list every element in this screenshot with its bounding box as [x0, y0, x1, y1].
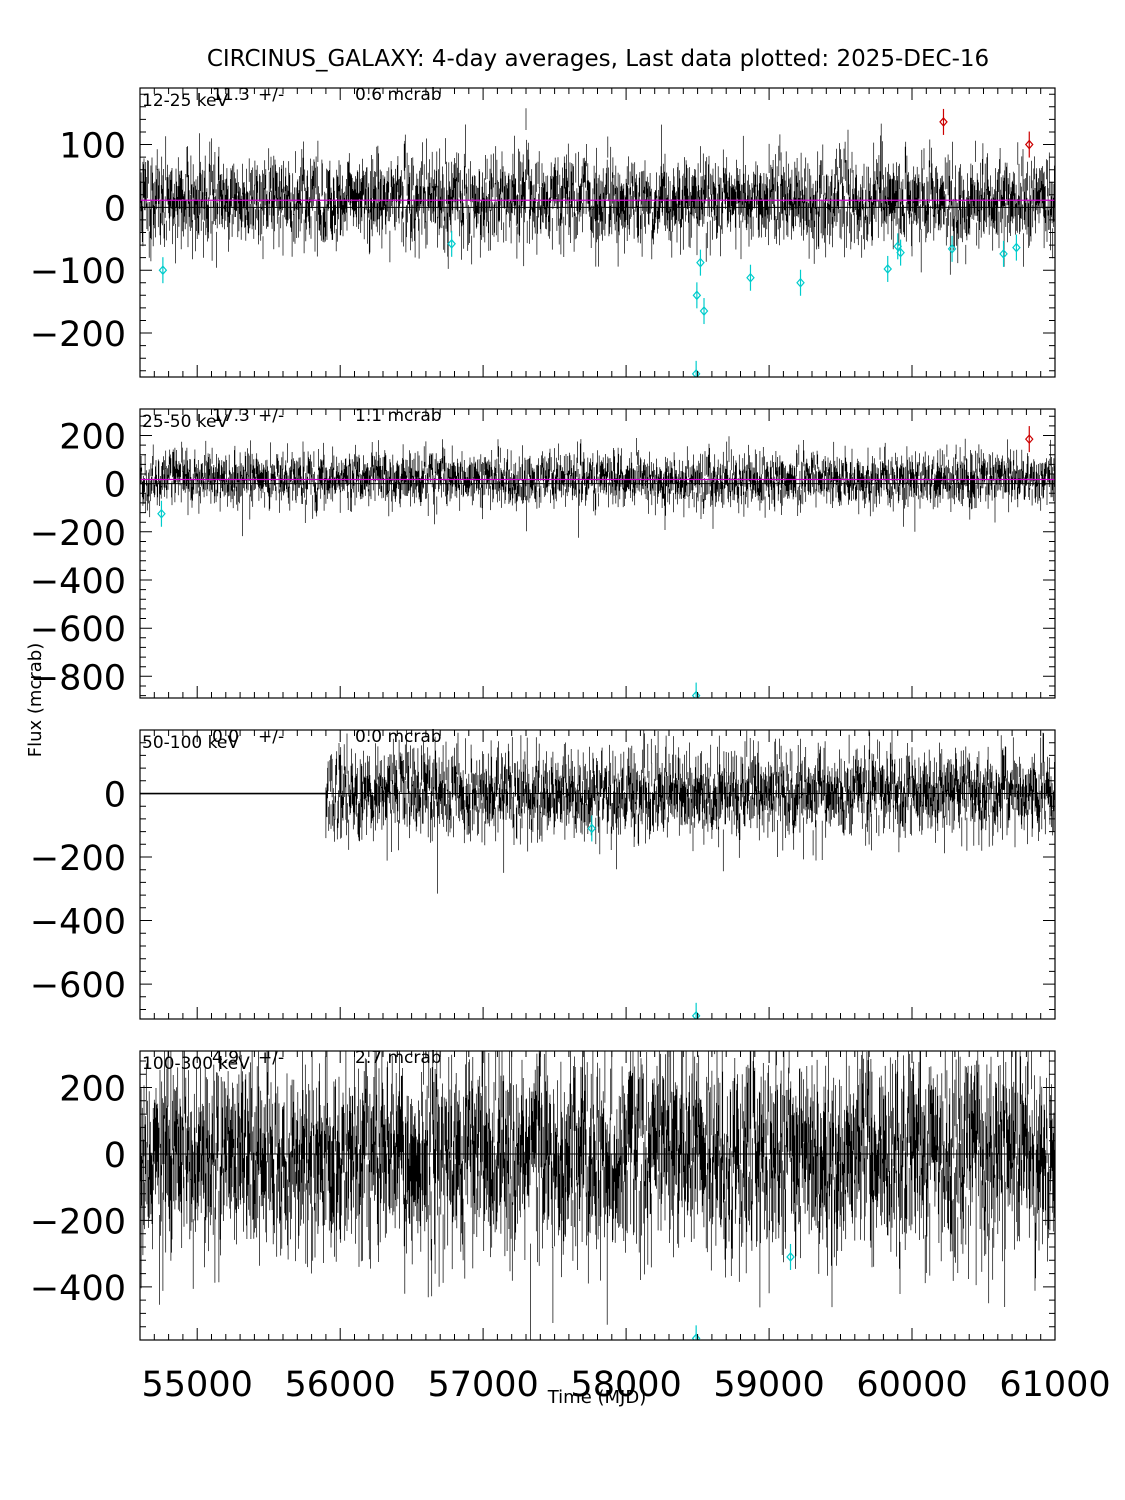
panel-2-y-tick-label: −600	[30, 966, 126, 1006]
panel-0-low-point-9	[896, 239, 905, 266]
panel-2-plot-area	[140, 730, 1055, 1019]
panel-0-low-point-10	[947, 235, 957, 262]
panel-0-band-label: 12-25 keV	[142, 91, 228, 111]
x-tick-labels: 55000 56000 57000 58000 59000 60000 61000	[142, 1365, 1111, 1405]
panel-0-low-point-11	[999, 240, 1008, 267]
panel-3-band-label: 100-300 keV	[142, 1054, 250, 1074]
panel-1-plot-area	[140, 426, 1055, 698]
panel-2-stat-separator: +/-	[258, 727, 284, 747]
panel-1-y-ticks	[140, 415, 1055, 697]
panel-1-data-series	[140, 436, 1055, 538]
panel-2-y-ticks	[140, 729, 1055, 1010]
panel-1-y-tick-label: −800	[30, 658, 126, 698]
panel-0-y-tick-label: −100	[30, 252, 126, 292]
panel-0-low-point-12	[1012, 234, 1021, 261]
panel-2-y-tick-label: −400	[30, 903, 126, 943]
x-axis-label: Time (MJD)	[547, 1387, 647, 1408]
panel-0-low-point-7	[883, 255, 893, 282]
x-tick-label: 59000	[713, 1365, 824, 1405]
panel-1-y-tick-label: −200	[30, 514, 126, 554]
panel-3-stat-separator: +/-	[258, 1048, 284, 1068]
panel-0-low-point-5	[746, 264, 755, 291]
panel-0-stat-separator: +/-	[258, 85, 284, 105]
panel-3-x-ticks	[139, 1051, 1056, 1340]
panel-1-y-tick-label: 0	[104, 466, 126, 506]
x-tick-label: 55000	[142, 1365, 253, 1405]
panel-2-band-label: 50-100 keV	[142, 733, 239, 753]
panel-0-y-ticks	[140, 93, 1055, 372]
panel-0-y-tick-label: 100	[59, 127, 126, 167]
panel-1-stat-value: 17.3	[212, 406, 250, 426]
panel-0-plot-area	[140, 108, 1055, 377]
panel-3-low-point-1	[691, 1325, 701, 1340]
panel-3-y-ticks	[140, 1060, 1055, 1341]
panel-0-data-series	[140, 108, 1055, 275]
panel-2-y-tick-label: 0	[104, 776, 126, 816]
panel-0-low-point-13	[691, 360, 701, 377]
panel-0-high-point-1	[1024, 131, 1034, 158]
panel-3-y-tick-label: 0	[104, 1136, 126, 1176]
panel-2-stat-value: 0.0	[212, 727, 239, 747]
x-tick-label: 60000	[856, 1365, 967, 1405]
panel-3-stat-error: 2.7 mcrab	[355, 1048, 442, 1068]
panel-1-high-point-0	[1024, 426, 1034, 453]
panel-0-low-point-4	[699, 298, 709, 325]
panel-3-y-tick-label: −400	[30, 1269, 126, 1309]
panel-1-y-tick-label: −400	[30, 562, 126, 602]
panel-3-low-point-0	[786, 1243, 795, 1270]
chart-title: CIRCINUS_GALAXY: 4-day averages, Last da…	[207, 46, 989, 72]
panel-0-y-tick-label: −200	[30, 315, 126, 355]
panel-3-data-series	[140, 1051, 1055, 1340]
panel-3-plot-area	[140, 1051, 1055, 1340]
x-tick-label: 56000	[284, 1365, 395, 1405]
panel-1-stat-error: 1.1 mcrab	[355, 406, 442, 426]
panel-1-y-tick-label: −600	[30, 610, 126, 650]
panel-2-stat-error: 0.0 mcrab	[355, 727, 442, 747]
panel-3-y-tick-label: −200	[30, 1202, 126, 1242]
panel-1-x-ticks	[139, 409, 1056, 698]
panel-2-y-tick-label: −200	[30, 839, 126, 879]
x-tick-label: 61000	[999, 1365, 1110, 1405]
y-axis-label: Flux (mcrab)	[25, 643, 46, 757]
panel-3-stat-value: 4.9	[212, 1048, 239, 1068]
panel-0-low-point-6	[796, 269, 805, 296]
x-tick-label: 58000	[570, 1365, 681, 1405]
panel-1-stat-separator: +/-	[258, 406, 284, 426]
panel-2-x-ticks	[139, 730, 1056, 1019]
panel-0-high-point-0	[939, 108, 948, 135]
panel-3-y-tick-label: 200	[59, 1070, 126, 1110]
panel-1-y-tick-label: 200	[59, 417, 126, 457]
panel-0-low-point-0	[158, 257, 168, 284]
panel-0-y-tick-label: 0	[104, 189, 126, 229]
x-tick-label: 57000	[427, 1365, 538, 1405]
panel-2-low-point-0	[587, 815, 597, 842]
panel-1-band-label: 25-50 keV	[142, 412, 228, 432]
panel-1-low-point-1	[691, 682, 701, 698]
panel-2-low-point-1	[691, 1002, 701, 1019]
panel-0-low-point-3	[696, 249, 705, 276]
panel-0-stat-value: 11.3	[212, 85, 250, 105]
panel-1-low-point-0	[157, 500, 166, 527]
panel-0-stat-error: 0.6 mcrab	[355, 85, 442, 105]
panel-0-low-point-2	[692, 282, 702, 309]
panel-0-x-ticks	[139, 88, 1056, 377]
panel-0-low-point-1	[447, 230, 456, 257]
